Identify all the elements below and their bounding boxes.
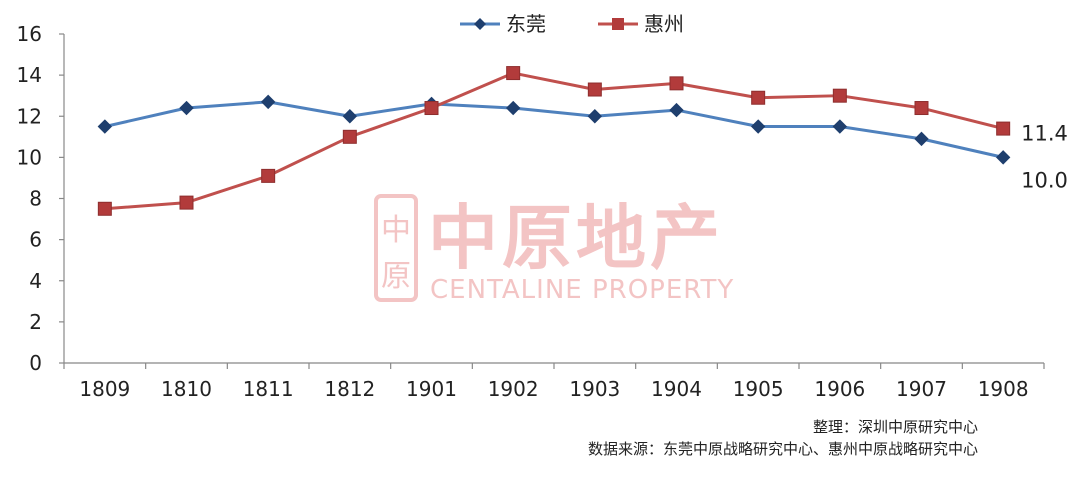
x-tick-label: 1906	[814, 377, 865, 401]
watermark-logo-char-1: 中	[381, 213, 411, 248]
data-point	[179, 195, 194, 210]
x-tick-label: 1908	[978, 377, 1029, 401]
data-point	[587, 82, 602, 97]
x-tick-label: 1903	[569, 377, 620, 401]
data-point	[751, 90, 766, 105]
series-line	[104, 100, 1004, 159]
series-layer	[97, 66, 1011, 216]
y-tick-label: 12	[17, 104, 42, 128]
x-tick-label: 1907	[896, 377, 947, 401]
x-tick-label: 1905	[733, 377, 784, 401]
data-point	[914, 131, 929, 147]
legend-marker	[612, 18, 624, 30]
legend-item-2: 惠州	[598, 12, 684, 36]
compiled-by-note: 整理：深圳中原研究中心	[812, 418, 978, 436]
data-point	[342, 109, 358, 124]
legend-marker	[474, 18, 486, 30]
data-source-note: 数据来源：东莞中原战略研究中心、惠州中原战略研究中心	[587, 440, 978, 458]
y-tick-label: 10	[17, 145, 42, 169]
legend-label: 惠州	[644, 12, 684, 36]
data-point	[97, 201, 112, 216]
data-point	[914, 101, 929, 116]
series-line	[104, 71, 1004, 211]
data-point	[587, 109, 603, 124]
watermark-english: CENTALINE PROPERTY	[430, 275, 734, 305]
y-tick-label: 14	[17, 63, 42, 87]
y-tick-label: 0	[29, 351, 42, 375]
x-tick-label: 1810	[161, 377, 212, 401]
data-point	[996, 121, 1011, 136]
y-tick-label: 6	[29, 228, 42, 252]
data-point	[261, 168, 276, 183]
legend-label: 东莞	[506, 12, 546, 36]
watermark-logo-char-2: 原	[381, 259, 411, 294]
data-point	[995, 150, 1011, 165]
x-tick-label: 1811	[243, 377, 294, 401]
end-value-label: 11.4	[1021, 122, 1068, 146]
data-point	[424, 101, 439, 116]
y-tick-label: 4	[29, 269, 42, 293]
x-tick-label: 1904	[651, 377, 702, 401]
series-1	[97, 94, 1011, 165]
watermark: 中 原 中原地产 CENTALINE PROPERTY	[374, 194, 734, 305]
y-tick-label: 8	[29, 187, 42, 211]
data-point	[260, 94, 276, 110]
end-labels: 11.4 10.0	[1021, 122, 1068, 193]
axes: 0 2 4 6 8 10 12 14 16 1809 1810 1811 1812 1901 1902 190…	[17, 22, 1045, 401]
end-value-label: 10.0	[1021, 168, 1068, 192]
y-tick-label: 16	[17, 22, 42, 46]
data-point	[506, 66, 521, 81]
legend-item-1: 东莞	[460, 12, 546, 36]
legend: 东莞 惠州	[460, 12, 684, 36]
x-tick-label: 1812	[324, 377, 375, 401]
data-point	[505, 100, 521, 116]
series-2	[97, 66, 1011, 216]
x-tick-label: 1809	[79, 377, 130, 401]
data-point	[750, 119, 766, 134]
data-point	[669, 76, 684, 91]
data-point	[669, 102, 684, 118]
x-tick-label: 1901	[406, 377, 457, 401]
x-tick-label: 1902	[488, 377, 539, 401]
watermark-chinese: 中原地产	[428, 197, 724, 279]
data-point	[97, 119, 113, 134]
data-point	[179, 100, 194, 116]
data-point	[342, 129, 357, 144]
watermark-logo: 中 原	[374, 194, 418, 302]
data-point	[832, 88, 847, 103]
data-point	[832, 119, 848, 134]
y-tick-label: 2	[29, 310, 42, 334]
